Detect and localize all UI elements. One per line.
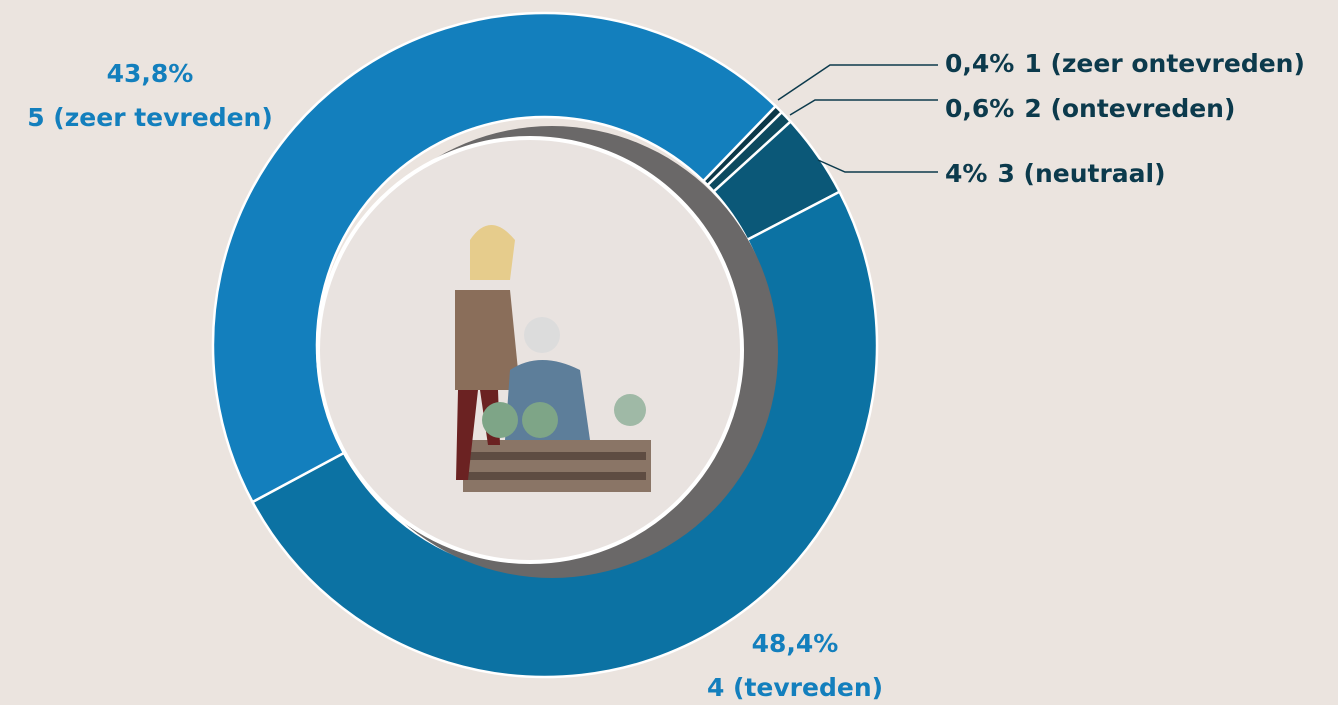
crate-slat <box>468 452 646 460</box>
crate-slat <box>468 472 646 480</box>
category-label: 3 (neutraal) <box>997 159 1165 188</box>
head <box>524 317 560 353</box>
value-label: 0,6% <box>945 94 1014 123</box>
plant <box>522 402 558 438</box>
value-label: 43,8% <box>107 59 194 88</box>
label: 0,6% 2 (ontevreden) <box>945 94 1235 123</box>
center-illustration <box>316 126 778 578</box>
leader-line <box>817 159 938 173</box>
coat <box>455 290 520 390</box>
category-label: 4 (tevreden) <box>707 673 883 702</box>
label: 0,4% 1 (zeer ontevreden) <box>945 49 1305 78</box>
leader-line <box>777 64 938 101</box>
category-label: 5 (zeer tevreden) <box>27 103 273 132</box>
center-circle <box>316 136 744 564</box>
wedge <box>211 11 778 504</box>
category-label: 2 (ontevreden) <box>1024 94 1235 123</box>
donut <box>211 11 879 679</box>
value-label: 48,4% <box>752 629 839 658</box>
plant <box>482 402 518 438</box>
plant <box>614 394 646 426</box>
label: 4% 3 (neutraal) <box>945 159 1166 188</box>
crate <box>463 440 651 492</box>
hair <box>470 225 515 280</box>
value-label: 0,4% <box>945 49 1014 78</box>
value-label: 4% <box>945 159 987 188</box>
category-label: 1 (zeer ontevreden) <box>1024 49 1305 78</box>
leader-line <box>789 99 938 116</box>
